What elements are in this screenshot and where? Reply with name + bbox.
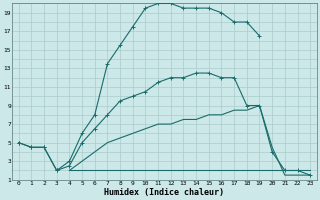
X-axis label: Humidex (Indice chaleur): Humidex (Indice chaleur) [104, 188, 224, 197]
